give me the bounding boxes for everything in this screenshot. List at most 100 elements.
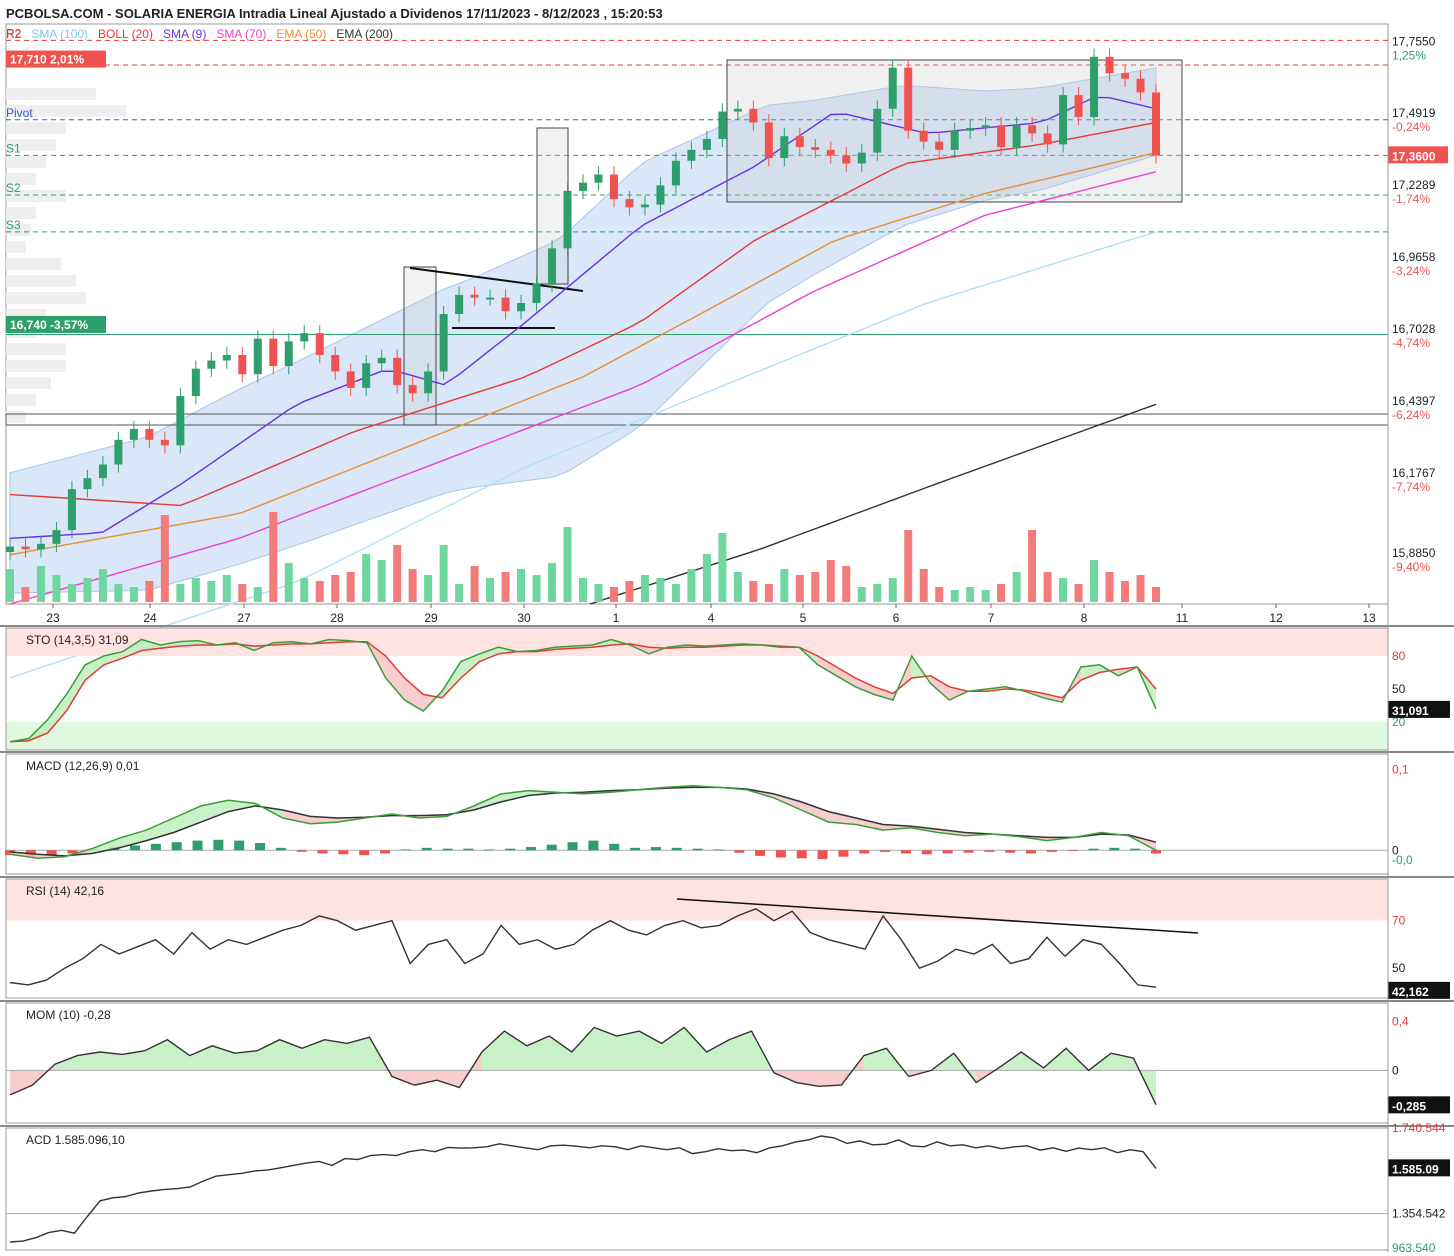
macd-histogram-bar (213, 839, 224, 851)
macd-histogram-bar (234, 840, 245, 851)
legend-item: BOLL (20) (98, 27, 153, 41)
price-axis-label: 15,8850 (1392, 546, 1436, 560)
macd-histogram-bar (275, 847, 286, 851)
candle-body (780, 136, 789, 159)
mom-fill (167, 1039, 190, 1071)
candle-body (563, 190, 572, 249)
volume-bar (191, 578, 200, 602)
volume-bar (439, 545, 448, 602)
mom-fill (549, 1036, 572, 1071)
macd-axis-label: -0,0 (1392, 853, 1413, 867)
x-axis-label: 4 (708, 611, 715, 625)
mom-fill (99, 1052, 123, 1071)
macd-histogram-bar (442, 848, 453, 851)
mom-fill (481, 1031, 505, 1071)
macd-panel-title: MACD (12,26,9) 0,01 (26, 759, 140, 773)
acd-axis-label: 1.740.544 (1392, 1121, 1446, 1135)
macd-histogram-bar (255, 843, 266, 851)
mom-last-value: -0,285 (1392, 1099, 1426, 1113)
volume-bar (873, 584, 882, 602)
volume-profile-bar (6, 360, 66, 372)
volume-bar (160, 515, 169, 602)
candle-body (609, 174, 618, 200)
candle-body (966, 127, 975, 131)
candle-body (300, 333, 309, 342)
volume-bar (749, 581, 758, 602)
volume-bar (1090, 560, 1099, 602)
candle-body (656, 185, 665, 205)
macd-histogram-bar (942, 850, 953, 854)
candle-body (424, 371, 433, 394)
volume-bar (579, 578, 587, 602)
legend-item: SMA (9) (163, 27, 206, 41)
sto-fill (949, 686, 969, 700)
macd-histogram-bar (817, 850, 828, 860)
legend-item: EMA (200) (336, 27, 393, 41)
mom-fill (144, 1039, 168, 1071)
price-flag-box (6, 50, 106, 68)
mom-fill (189, 1045, 213, 1071)
mom-fill (10, 1070, 33, 1095)
mom-fill (818, 1070, 842, 1087)
macd-fill (774, 793, 802, 810)
volume-bar (145, 581, 154, 602)
pct-axis-label: -3,24% (1392, 264, 1430, 278)
volume-bar (253, 587, 262, 602)
volume-profile-bar (6, 292, 86, 304)
volume-profile-bar (6, 275, 76, 287)
x-axis-label: 24 (143, 611, 157, 625)
price-flag-text: 16,740 -3,57% (10, 318, 88, 332)
sma-70-line (9, 171, 1157, 605)
candle-body (315, 333, 324, 356)
pct-axis-label: -0,24% (1392, 120, 1430, 134)
macd-histogram-bar (317, 850, 328, 854)
mom-line (9, 1026, 1157, 1106)
candle-body (83, 478, 92, 490)
candle-body (749, 108, 758, 123)
mom-fill (504, 1031, 527, 1071)
volume-bar (1074, 584, 1083, 602)
volume-bar (315, 581, 324, 602)
candle-body (1090, 56, 1099, 118)
volume-bar (377, 560, 386, 602)
candle-body (687, 149, 696, 161)
macd-histogram-bar (67, 850, 78, 854)
volume-bar (656, 578, 665, 602)
mom-fill (684, 1027, 707, 1071)
acd-last-value: 1.585.09 (1392, 1162, 1439, 1176)
sto-fill (385, 656, 405, 700)
candle-body (393, 357, 402, 386)
candle-body (377, 357, 386, 364)
volume-bar (486, 578, 495, 602)
sto-fill (836, 667, 856, 687)
overbought-zone (6, 628, 1388, 656)
mom-last-value-box (1388, 1096, 1450, 1114)
macd-histogram-bar (692, 848, 703, 851)
mom-fill (729, 1031, 752, 1071)
candle-body (191, 368, 200, 397)
candle-body (269, 338, 278, 366)
volume-profile-bar (6, 241, 26, 253)
macd-histogram-bar (130, 845, 141, 851)
volume-bar (1152, 587, 1160, 602)
macd-histogram-bar (984, 850, 995, 852)
pct-axis-label: 1,25% (1392, 48, 1426, 62)
volume-bar (563, 527, 572, 602)
candle-body (718, 111, 727, 139)
volume-bar (966, 587, 975, 602)
candle-body (640, 204, 649, 208)
sto-last-value-box (1388, 700, 1450, 718)
macd-histogram-bar (1025, 850, 1036, 854)
mom-axis-label: 0,4 (1392, 1014, 1409, 1028)
x-axis-label: 8 (1081, 611, 1088, 625)
volume-bar (300, 578, 309, 602)
candle-body (811, 147, 820, 150)
x-axis-label: 1 (613, 611, 620, 625)
x-axis-label: 6 (893, 611, 900, 625)
chart-title: PCBOLSA.COM - SOLARIA ENERGIA Intradia L… (6, 6, 663, 21)
candle-body (888, 67, 897, 109)
candle-body (98, 464, 107, 479)
volume-profile-bar (6, 122, 66, 134)
mom-fill (661, 1027, 685, 1071)
mom-fill (796, 1070, 819, 1087)
